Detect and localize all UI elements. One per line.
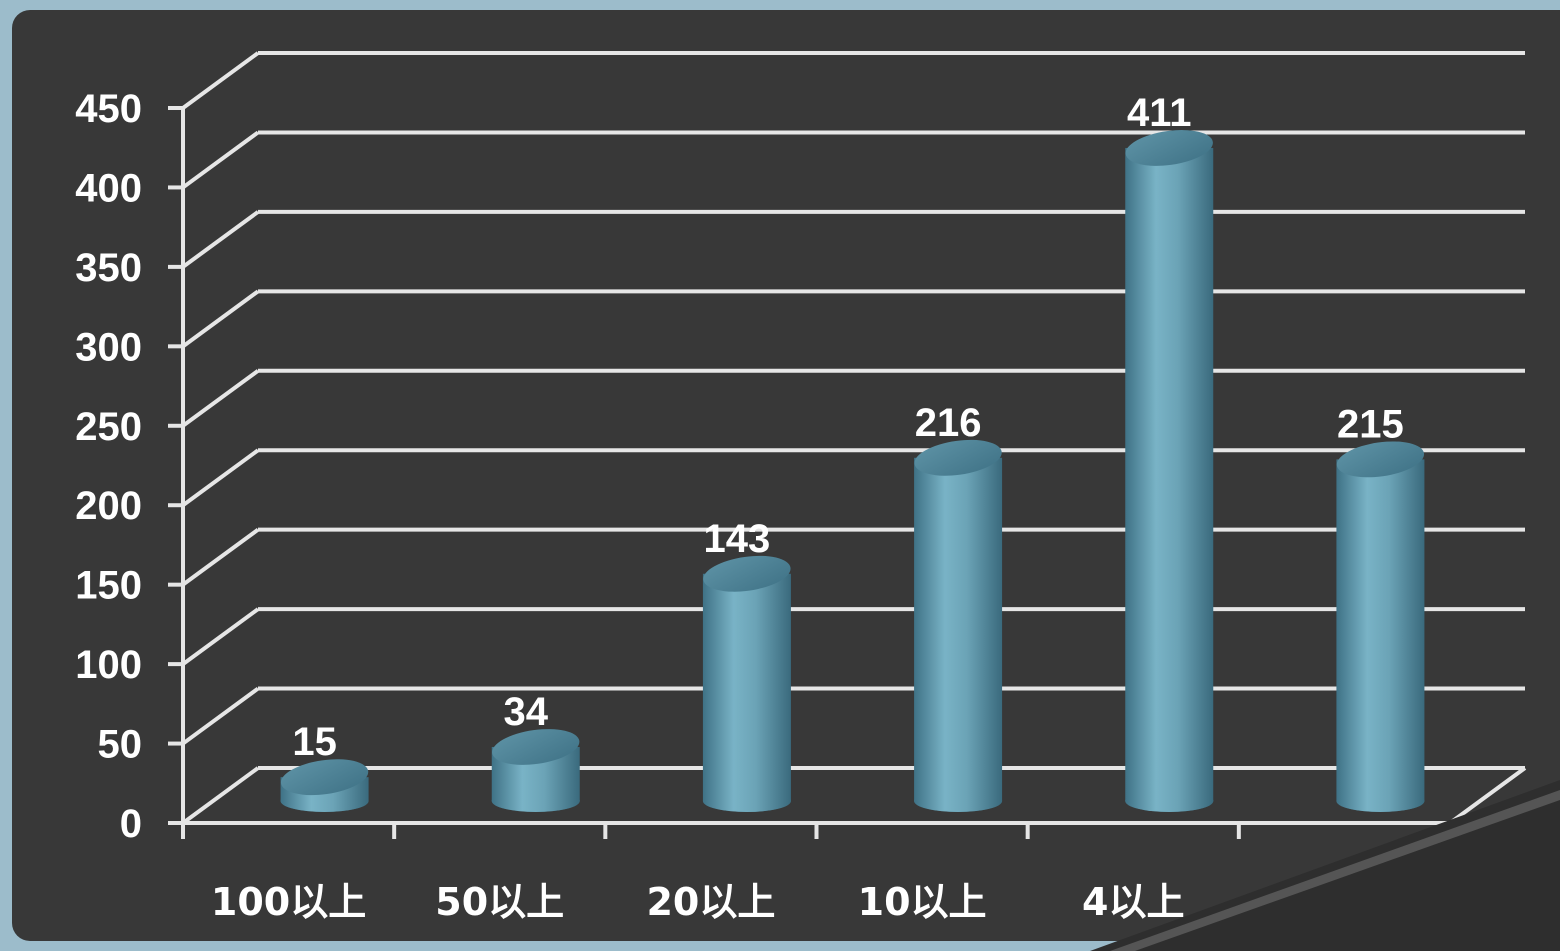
bar-bottom-curve [702,790,791,812]
bar-top [914,439,1002,476]
y-tick-label: 200 [75,484,142,528]
bar-bottom-curve [914,790,1003,812]
data-label: 215 [1337,402,1404,446]
bar-bottom-curve [280,790,369,812]
side-gridline-450 [181,51,260,110]
side-gridline-150 [181,528,260,587]
bar-top [703,555,791,592]
side-gridline-100 [181,607,260,666]
y-tick-label: 0 [120,802,142,846]
bar-5 [1336,441,1425,812]
x-tick-label: 10以上 [858,880,987,924]
bar-2 [702,555,791,812]
bar-body [914,457,1003,801]
bar-3 [914,439,1003,812]
floor-edge [183,766,1527,825]
x-tick-label: 20以上 [646,880,775,924]
bar-bottom-curve [1336,790,1425,812]
y-tick-label: 250 [75,405,142,449]
side-gridline-200 [181,448,260,507]
data-label: 216 [915,401,982,445]
side-gridline-350 [181,210,260,269]
bar-bottom-curve [1125,790,1214,812]
y-tick-label: 350 [75,246,142,290]
side-gridline-250 [181,369,260,428]
bar-body [1336,459,1425,801]
bar-top [280,759,369,796]
y-tick-label: 450 [75,87,142,131]
data-label: 15 [292,720,337,764]
data-label: 411 [1127,91,1192,135]
bar-bottom-curve [491,790,580,812]
gridlines [181,51,1525,825]
x-tick-label: 100以上 [211,880,366,924]
y-tick-label: 50 [98,723,143,767]
bar-top [1336,441,1425,478]
y-tick-label: 150 [75,564,142,608]
side-gridline-400 [181,130,260,190]
bar-top [492,729,580,765]
side-gridline-50 [181,686,260,746]
axes [168,106,1527,839]
side-gridline-0 [181,766,260,825]
data-label: 34 [504,690,549,734]
side-gridline-300 [181,289,260,348]
bar-4 [1125,130,1214,812]
x-tick-label: 4以上 [1082,880,1184,924]
y-tick-label: 100 [75,643,142,687]
corner-fold-decoration [1090,780,1560,951]
y-tick-label: 300 [75,325,142,369]
y-tick-label: 400 [75,166,142,210]
bar-body [1125,147,1214,801]
bar-body [702,573,791,801]
x-tick-label: 50以上 [435,880,564,924]
bar-1 [491,729,580,812]
bars [280,130,1425,812]
data-label: 143 [704,517,771,561]
bar-top [1125,130,1213,166]
bar-0 [280,759,369,812]
